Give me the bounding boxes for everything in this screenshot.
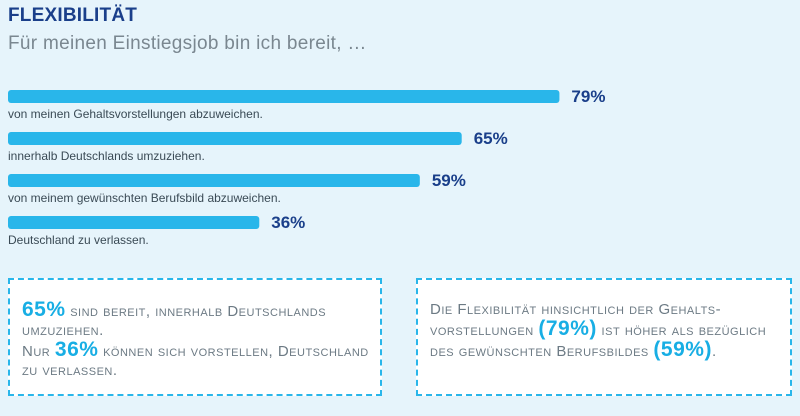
- summary-line2-text: können sich vorstellen, Deutschland zu v…: [22, 343, 369, 379]
- category-label-0: von meinen Gehaltsvorstellungen abzuweic…: [8, 107, 263, 121]
- highlight-value-36: 36%: [54, 338, 99, 361]
- summary-right-before: Die Flexibilität hinsichtlich der Gehalt…: [430, 301, 721, 339]
- value-label-1: 65%: [474, 129, 508, 148]
- value-label-2: 59%: [432, 171, 466, 190]
- summary-text-flexibility: Die Flexibilität hinsichtlich der Gehalt…: [430, 300, 780, 361]
- category-label-1: innerhalb Deutschlands umzuziehen.: [8, 149, 205, 163]
- bar-2: [8, 174, 420, 187]
- chart-subtitle: Für meinen Einstiegsjob bin ich bereit, …: [8, 33, 367, 54]
- category-label-3: Deutschland zu verlassen.: [8, 233, 149, 247]
- summary-right-middle: ist höher als bezüglich des gewünschten …: [430, 322, 767, 360]
- summary-box-flexibility: Die Flexibilität hinsichtlich der Gehalt…: [416, 278, 792, 396]
- summary-box-relocation: 65% sind bereit, innerhalb Deutschlands …: [8, 278, 382, 396]
- highlight-value-59: (59%): [653, 338, 712, 361]
- summary-line1-text: sind bereit, innerhalb Deutschlands umzu…: [22, 303, 327, 339]
- summary-text-relocation: 65% sind bereit, innerhalb Deutschlands …: [22, 298, 370, 380]
- bar-1: [8, 132, 462, 145]
- highlight-value-65: 65%: [22, 298, 66, 321]
- bar-0: [8, 90, 560, 103]
- category-label-2: von meinem gewünschten Berufsbild abzuwe…: [8, 191, 281, 205]
- highlight-value-79: (79%): [538, 317, 597, 340]
- summary-line2-prefix: Nur: [22, 343, 55, 360]
- value-label-3: 36%: [271, 213, 305, 232]
- bar-chart: 79% von meinen Gehaltsvorstellungen abzuw…: [8, 87, 605, 247]
- chart-title: FLEXIBILITÄT: [8, 5, 138, 26]
- value-label-0: 79%: [571, 87, 605, 106]
- summary-right-after: .: [711, 343, 717, 360]
- bar-3: [8, 216, 260, 229]
